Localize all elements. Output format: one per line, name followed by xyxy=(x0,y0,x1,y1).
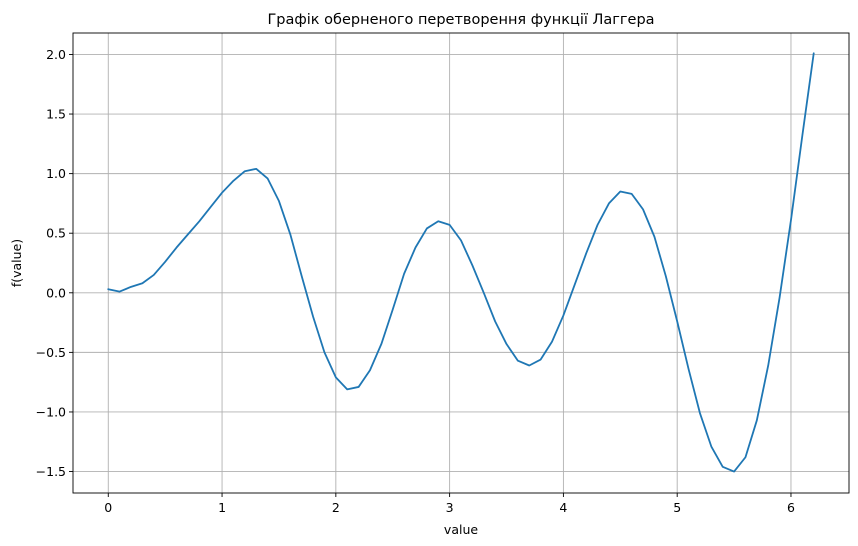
y-tick-label: 1.5 xyxy=(46,107,66,122)
x-tick-label: 5 xyxy=(673,500,681,515)
x-tick-label: 2 xyxy=(332,500,340,515)
y-tick-label: −1.0 xyxy=(36,404,66,419)
x-tick-label: 0 xyxy=(104,500,112,515)
x-tick-label: 1 xyxy=(218,500,226,515)
x-tick-label: 4 xyxy=(559,500,567,515)
chart-title: Графік оберненого перетворення функції Л… xyxy=(267,12,654,28)
y-tick-label: 2.0 xyxy=(46,47,66,62)
axes-frame xyxy=(72,32,850,494)
y-tick-label: −0.5 xyxy=(36,345,66,360)
y-tick-label: 1.0 xyxy=(46,166,66,181)
x-axis-label: value xyxy=(444,522,478,537)
series-line xyxy=(107,52,815,473)
x-tick-label: 6 xyxy=(787,500,795,515)
x-tick-label: 3 xyxy=(446,500,454,515)
ticks: 0 1 2 3 4 5 6 −1.5 −1.0 −0.5 0.0 0.5 1.0 1.5 2.0 xyxy=(36,47,795,515)
y-axis-label: f(value) xyxy=(9,239,24,287)
y-tick-label: 0.5 xyxy=(46,226,66,241)
grid xyxy=(73,33,849,493)
y-tick-label: −1.5 xyxy=(36,464,66,479)
y-tick-label: 0.0 xyxy=(46,285,66,300)
